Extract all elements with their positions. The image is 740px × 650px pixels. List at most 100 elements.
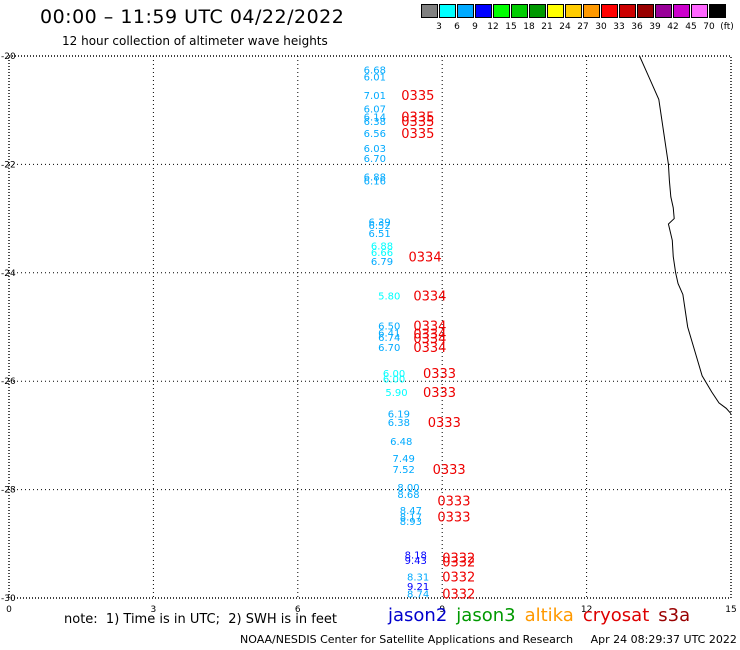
color-scale-swatch: [673, 4, 690, 18]
swh-value-label: 8.18: [405, 551, 427, 562]
pass-number-label: 0332: [442, 588, 475, 603]
color-scale-swatch: [583, 4, 600, 18]
swh-value-label: 6.39: [368, 217, 390, 228]
swh-value-label: 8.17: [400, 513, 422, 524]
color-scale-swatches: [421, 4, 727, 18]
color-scale-swatch: [637, 4, 654, 18]
swh-value-label: 6.03: [364, 144, 386, 155]
coastline-line: [639, 55, 732, 415]
color-scale-swatch: [457, 4, 474, 18]
swh-value-label: 8.47: [400, 506, 422, 517]
swh-value-label: 5.90: [385, 388, 407, 399]
color-scale-tick-label: 36: [631, 22, 643, 32]
legend-item-jason3: jason3: [456, 605, 516, 626]
swh-value-label: 6.51: [368, 229, 390, 240]
color-scale-tick-label: 33: [613, 22, 625, 32]
color-scale-tick-label: 18: [523, 22, 535, 32]
color-scale-swatch: [691, 4, 708, 18]
swh-value-label: 6.41: [378, 328, 400, 339]
y-tick-label: -28: [1, 486, 16, 496]
pass-number-label: 0333: [423, 386, 456, 401]
y-tick-label: -26: [1, 377, 16, 387]
pass-number-label: 0332: [442, 570, 475, 585]
color-scale-tick-label: 27: [577, 22, 589, 32]
color-scale-swatch: [493, 4, 510, 18]
color-scale-swatch: [655, 4, 672, 18]
swh-value-label: 6.50: [378, 321, 400, 332]
swh-value-label: 6.56: [364, 129, 386, 140]
color-scale-tick-label: 30: [595, 22, 607, 32]
color-scale-tick-label: 15: [505, 22, 517, 32]
x-tick-label: 6: [295, 605, 301, 615]
color-scale-tick-label: 39: [649, 22, 661, 32]
color-scale-tick-label: 24: [559, 22, 571, 32]
swh-value-label: 6.66: [371, 248, 393, 259]
x-tick-label: 9: [439, 605, 445, 615]
swh-value-label: 7.01: [364, 91, 386, 102]
swh-value-label: 6.88: [364, 172, 386, 183]
swh-value-label: 6.79: [371, 257, 393, 268]
chart-title: 00:00 – 11:59 UTC 04/22/2022: [40, 6, 345, 28]
satellite-legend: jason2 jason3 altika cryosat s3a: [388, 605, 690, 626]
pass-number-label: 0333: [437, 494, 470, 509]
x-tick-label: 3: [151, 605, 157, 615]
swh-value-label: 6.19: [388, 410, 410, 421]
swh-value-label: 9.21: [407, 582, 429, 593]
plot-marks: 6.686.017.016.076.146.386.566.036.706.88…: [364, 66, 476, 603]
swh-value-label: 8.68: [397, 490, 419, 501]
coastline: [639, 55, 732, 415]
color-scale-tick-label: 70: [703, 22, 715, 32]
swh-value-label: 8.31: [407, 572, 429, 583]
legend-item-s3a: s3a: [658, 605, 691, 626]
swh-value-label: 8.74: [407, 590, 429, 601]
footer-credit: NOAA/NESDIS Center for Satellite Applica…: [240, 633, 737, 646]
plot-axes: 0 3 6 9 12 15 -20 -22 -24 -26 -28 -30: [1, 52, 737, 615]
swh-value-label: 6.88: [371, 242, 393, 253]
swh-value-label: 6.74: [378, 333, 400, 344]
swh-value-label: 6.16: [364, 177, 386, 188]
swh-value-label: 6.38: [388, 418, 410, 429]
pass-number-label: 0334: [413, 290, 446, 305]
pass-number-label: 0334: [409, 251, 442, 266]
legend-item-altika: altika: [524, 605, 574, 626]
swh-value-label: 6.01: [364, 73, 386, 84]
color-scale-swatch: [601, 4, 618, 18]
swh-value-label: 6.48: [390, 437, 412, 448]
color-scale-tick-label: 6: [454, 22, 460, 32]
x-tick-label: 0: [6, 605, 12, 615]
color-scale-swatch: [565, 4, 582, 18]
swh-value-label: 8.93: [400, 517, 422, 528]
pass-number-label: 0335: [401, 111, 434, 126]
pass-number-label: 0333: [437, 511, 470, 526]
pass-number-label: 0334: [413, 319, 446, 334]
swh-value-label: 6.52: [368, 221, 390, 232]
swh-value-label: 6.38: [364, 117, 386, 128]
swh-value-label: 7.52: [393, 465, 415, 476]
swh-value-label: 6.70: [364, 154, 386, 165]
pass-number-label: 0335: [401, 115, 434, 130]
pass-number-label: 0333: [423, 367, 456, 382]
chart-subtitle: 12 hour collection of altimeter wave hei…: [62, 34, 328, 48]
color-scale-tick-label: 3: [436, 22, 442, 32]
pass-number-label: 0333: [428, 416, 461, 431]
x-tick-label: 15: [725, 605, 736, 615]
pass-number-label: 0335: [401, 89, 434, 104]
color-scale-swatch: [709, 4, 726, 18]
color-scale-swatch: [547, 4, 564, 18]
swh-value-label: 9.43: [405, 556, 427, 567]
pass-number-label: 0334: [413, 328, 446, 343]
swh-value-label: 6.68: [364, 66, 386, 77]
color-scale-swatch: [511, 4, 528, 18]
legend-item-jason2: jason2: [388, 605, 448, 626]
plot-border: [8, 55, 732, 599]
legend-item-cryosat: cryosat: [582, 605, 650, 626]
color-scale-tick-label: 9: [472, 22, 478, 32]
swh-value-label: 6.00: [383, 369, 405, 380]
y-tick-label: -24: [1, 269, 16, 279]
pass-number-label: 0334: [413, 341, 446, 356]
swh-value-label: 5.80: [378, 292, 400, 303]
pass-number-label: 0334: [413, 332, 446, 347]
color-scale-tick-label: 45: [685, 22, 697, 32]
y-tick-label: -30: [1, 594, 16, 604]
color-scale: 3 6 9 12 15 18 21 24 27 30 33 36 39 42 45 70 (ft): [421, 4, 734, 32]
